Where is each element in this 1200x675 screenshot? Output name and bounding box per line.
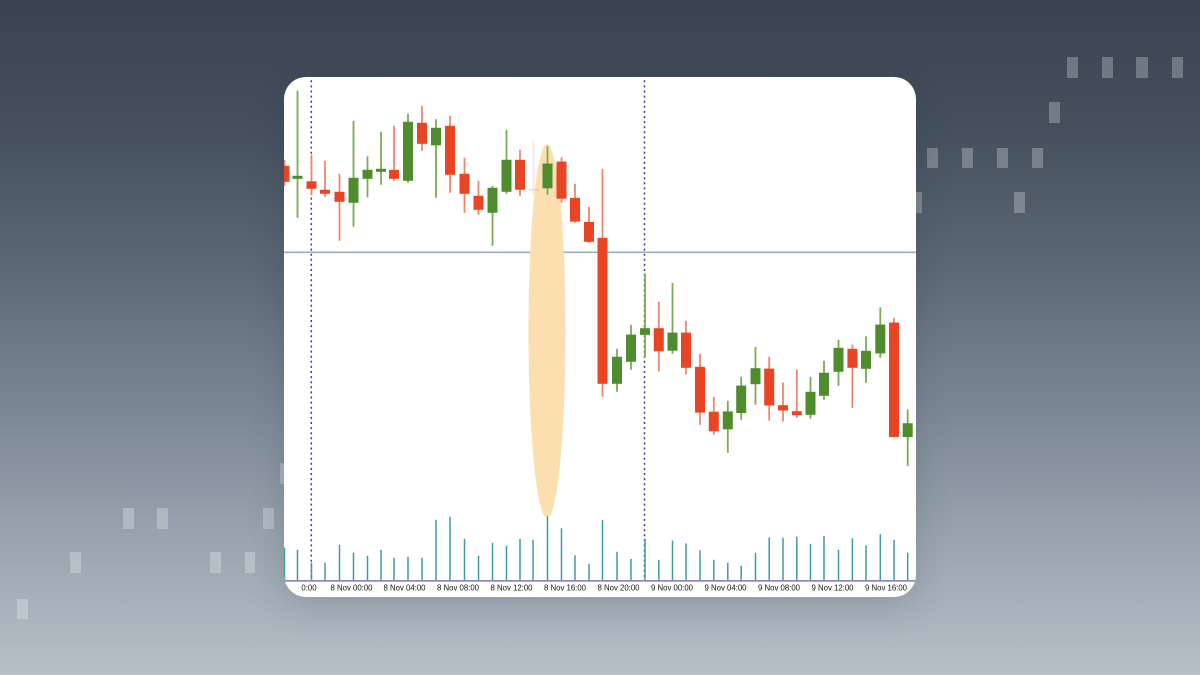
svg-text:9 Nov 00:00: 9 Nov 00:00 [651, 584, 694, 593]
svg-text:9 Nov 16:00: 9 Nov 16:00 [865, 584, 908, 593]
svg-text:8 Nov 20:00: 8 Nov 20:00 [597, 584, 640, 593]
svg-text:8 Nov 16:00: 8 Nov 16:00 [544, 584, 587, 593]
svg-text:9 Nov 12:00: 9 Nov 12:00 [811, 584, 854, 593]
svg-text:9 Nov 08:00: 9 Nov 08:00 [758, 584, 801, 593]
svg-text:9 Nov 04:00: 9 Nov 04:00 [704, 584, 747, 593]
svg-text:8 Nov 12:00: 8 Nov 12:00 [490, 584, 533, 593]
svg-text:8 Nov 00:00: 8 Nov 00:00 [330, 584, 373, 593]
svg-text:8 Nov 08:00: 8 Nov 08:00 [437, 584, 480, 593]
svg-text:8 Nov 04:00: 8 Nov 04:00 [383, 584, 426, 593]
svg-text:0:00: 0:00 [301, 584, 317, 593]
